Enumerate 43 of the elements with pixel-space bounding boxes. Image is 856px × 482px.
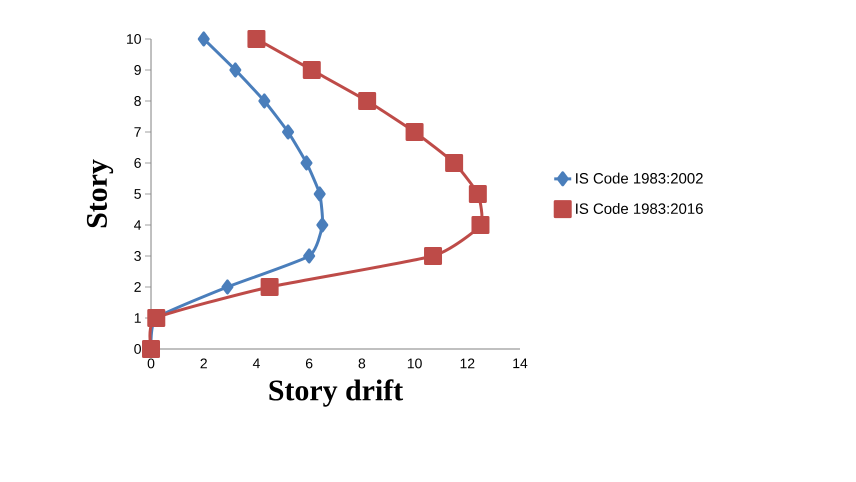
x-tick-label: 6 [306,358,312,368]
y-tick-label: 8 [134,96,141,106]
legend-label: IS Code 1983:2002 [576,172,703,184]
y-tick-label: 6 [134,158,141,168]
y-tick-label: 4 [134,220,142,230]
y-tick-label: 9 [134,65,141,75]
point [147,308,166,327]
point [358,92,376,110]
point [424,246,442,265]
point [260,278,279,296]
point [406,122,424,141]
y-tick-label: 7 [134,127,141,137]
x-tick-label: 0 [148,358,154,368]
point [198,31,210,46]
point [303,248,316,264]
y-tick-label: 1 [134,313,141,323]
point [300,155,313,170]
legend-label: IS Code 1983:2016 [576,202,703,214]
point [468,184,487,203]
y-tick-label: 2 [134,282,141,292]
y-tick-label: 3 [134,251,141,261]
point [282,124,294,140]
x-tick-label: 2 [200,358,207,368]
y-axis-title: Story [86,159,114,228]
x-axis-title: Story drift [269,379,404,407]
point [229,62,242,78]
x-tick-label: 14 [513,358,528,368]
point [302,60,321,79]
point [142,340,160,358]
y-tick-label: 10 [127,34,141,44]
point [221,279,234,294]
x-tick-label: 12 [460,358,474,368]
point [316,217,328,232]
point [471,216,490,234]
x-tick-label: 4 [252,358,260,368]
x-tick-label: 8 [358,358,366,368]
point [247,30,266,48]
point [314,186,326,202]
y-tick-label: 5 [134,189,141,199]
point [445,154,464,172]
point [258,93,270,108]
y-tick-label: 0 [134,344,141,354]
x-tick-label: 10 [408,358,422,368]
